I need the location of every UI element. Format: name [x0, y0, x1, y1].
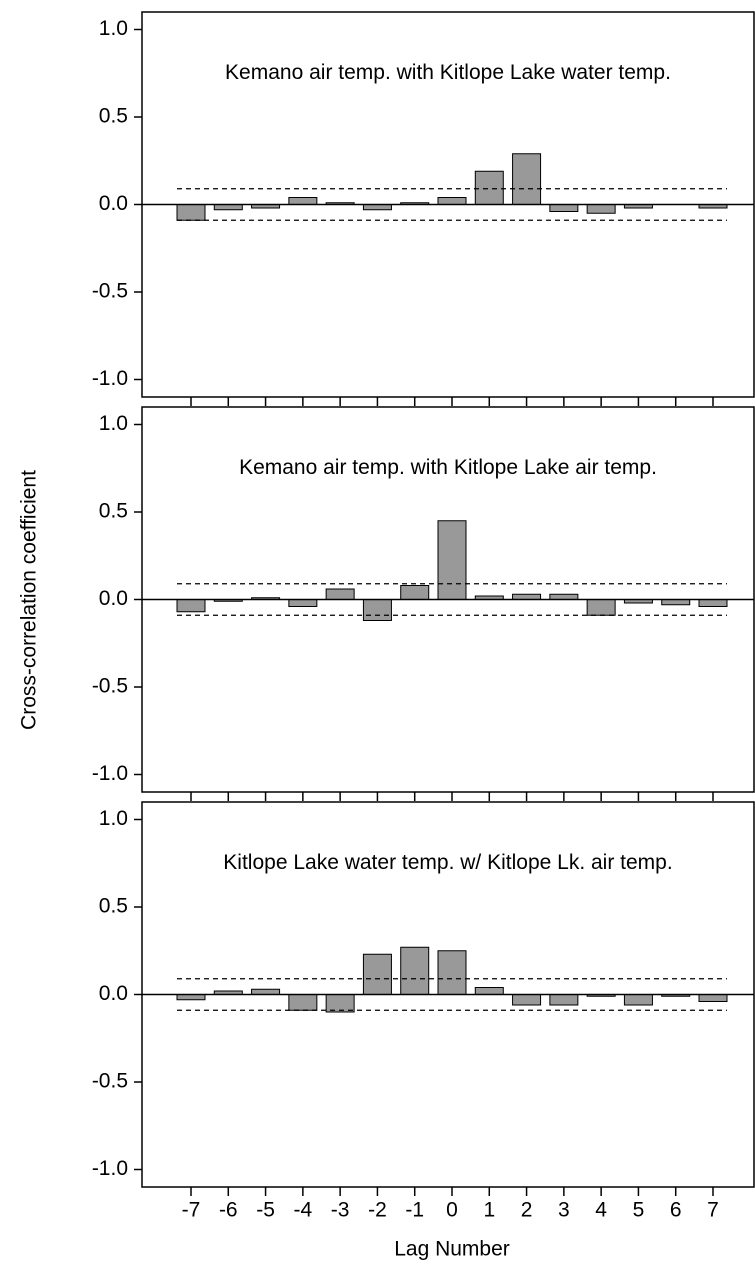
x-tick-label: -3	[331, 1199, 350, 1222]
x-tick-label: -7	[182, 1199, 201, 1222]
bar	[288, 197, 318, 205]
bar	[400, 946, 430, 995]
x-tick-label: 1	[483, 1199, 495, 1222]
x-tick-label: -4	[294, 1199, 313, 1222]
x-tick-label: -5	[256, 1199, 275, 1222]
bar	[661, 599, 691, 606]
x-tick-label: 3	[558, 1199, 570, 1222]
panel-title: Kitlope Lake water temp. w/ Kitlope Lk. …	[223, 851, 672, 874]
bar	[176, 994, 206, 1001]
bar	[698, 599, 728, 607]
bar	[549, 204, 579, 212]
y-tick-label: 0.0	[99, 587, 128, 610]
bar	[586, 204, 616, 214]
bar	[288, 994, 318, 1011]
y-tick-label: 0.5	[99, 105, 128, 128]
y-tick-label: -0.5	[92, 675, 128, 698]
bar	[512, 153, 542, 205]
bar	[325, 588, 355, 600]
x-tick-label: -6	[219, 1199, 238, 1222]
bar	[474, 987, 504, 995]
y-tick-label: 0.5	[99, 500, 128, 523]
bar	[474, 170, 504, 205]
bar	[549, 994, 579, 1006]
y-tick-label: 0.5	[99, 895, 128, 918]
x-tick-label: 4	[595, 1199, 607, 1222]
bar	[213, 204, 243, 211]
x-tick-label: -2	[368, 1199, 387, 1222]
bar	[586, 599, 616, 616]
bar	[400, 585, 430, 600]
bar	[176, 204, 206, 221]
x-tick-label: 7	[707, 1199, 719, 1222]
x-tick-label: 2	[521, 1199, 533, 1222]
bar	[251, 988, 281, 995]
y-tick-label: -1.0	[92, 367, 128, 390]
bar	[623, 994, 653, 1006]
y-tick-label: 0.0	[99, 192, 128, 215]
x-tick-label: -1	[405, 1199, 424, 1222]
bar	[288, 599, 318, 607]
bar	[362, 953, 392, 995]
x-axis-label: Lag Number	[394, 1238, 510, 1261]
y-tick-label: 1.0	[99, 807, 128, 830]
panel-title: Kemano air temp. with Kitlope Lake air t…	[239, 456, 657, 479]
bar	[325, 994, 355, 1013]
bar	[512, 593, 542, 600]
y-axis-label: Cross-correlation coefficient	[18, 470, 41, 730]
y-tick-label: -0.5	[92, 280, 128, 303]
bar	[698, 994, 728, 1002]
x-tick-label: 5	[633, 1199, 645, 1222]
y-tick-label: 1.0	[99, 17, 128, 40]
panel-title: Kemano air temp. with Kitlope Lake water…	[225, 61, 671, 84]
x-tick-label: 6	[670, 1199, 682, 1222]
y-tick-label: 1.0	[99, 412, 128, 435]
bar	[437, 950, 467, 995]
bar	[437, 197, 467, 205]
y-tick-label: -0.5	[92, 1070, 128, 1093]
bar	[176, 599, 206, 613]
bar	[549, 593, 579, 600]
y-tick-label: -1.0	[92, 762, 128, 785]
bar	[512, 994, 542, 1006]
bar	[437, 520, 467, 600]
bar	[362, 204, 392, 211]
x-tick-label: 0	[446, 1199, 458, 1222]
y-tick-label: -1.0	[92, 1157, 128, 1180]
y-tick-label: 0.0	[99, 982, 128, 1005]
bar	[362, 599, 392, 621]
